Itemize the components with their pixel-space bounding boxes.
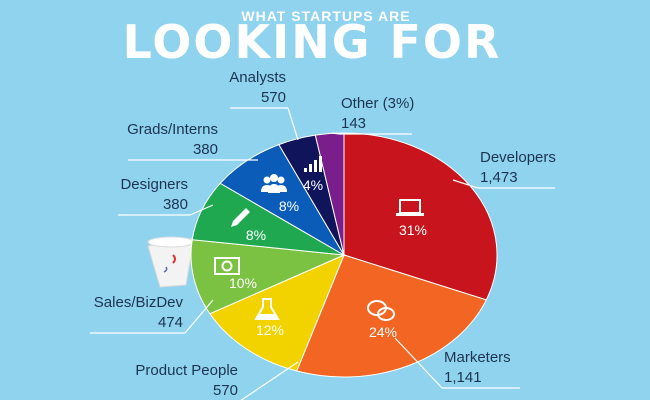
- slice-value-product-people: 570: [213, 382, 238, 399]
- slice-percent-product-people: 12%: [256, 322, 284, 338]
- pencil-icon: [231, 208, 250, 227]
- leader-line-developers: [452, 179, 555, 189]
- speech-bubbles-icon: [367, 300, 395, 321]
- slice-percent-designers: 8%: [246, 227, 266, 243]
- slice-label-developers: Developers: [480, 149, 556, 166]
- pie-slice-product-people: [209, 254, 345, 372]
- slice-label-grads-interns: Grads/Interns: [127, 121, 218, 138]
- slice-percent-grads-interns: 8%: [279, 198, 299, 214]
- chart-kicker: WHAT STARTUPS ARE: [241, 8, 410, 24]
- slice-label-other-3: Other (3%): [341, 95, 414, 112]
- slice-value-developers: 1,473: [480, 169, 518, 186]
- pie-slice-marketers: [296, 254, 487, 378]
- pie-slice-developers: [343, 132, 498, 301]
- pie-slice-other-3: [314, 132, 345, 256]
- leader-line-other-3: [331, 132, 412, 135]
- slice-value-other-3: 143: [341, 115, 366, 132]
- slice-label-designers: Designers: [120, 176, 188, 193]
- leader-line-product-people: [240, 361, 299, 400]
- slice-value-marketers: 1,141: [444, 369, 482, 386]
- money-icon: [214, 257, 240, 275]
- bar-chart-icon: [304, 156, 322, 172]
- chart-title: LOOKING FOR: [123, 15, 502, 69]
- slice-value-sales-bizdev: 474: [158, 314, 183, 331]
- people-icon: [261, 174, 287, 193]
- leader-line-designers: [118, 204, 214, 216]
- leader-line-marketers: [394, 337, 520, 389]
- leader-line-sales-bizdev: [90, 299, 214, 334]
- slice-label-marketers: Marketers: [444, 349, 511, 366]
- laptop-icon: [396, 199, 424, 216]
- flask-icon: [254, 298, 280, 320]
- slice-percent-developers: 31%: [399, 222, 427, 238]
- slice-value-designers: 380: [163, 196, 188, 213]
- slice-percent-marketers: 24%: [369, 324, 397, 340]
- slice-label-product-people: Product People: [135, 362, 238, 379]
- slice-value-grads-interns: 380: [193, 141, 218, 158]
- slice-percent-sales-bizdev: 10%: [229, 275, 257, 291]
- cup-icon: [147, 236, 195, 288]
- slice-percent-analysts: 4%: [303, 177, 323, 193]
- leader-line-analysts: [230, 107, 299, 141]
- slice-value-analysts: 570: [261, 89, 286, 106]
- slice-label-analysts: Analysts: [229, 69, 286, 86]
- slice-label-sales-bizdev: Sales/BizDev: [94, 294, 184, 311]
